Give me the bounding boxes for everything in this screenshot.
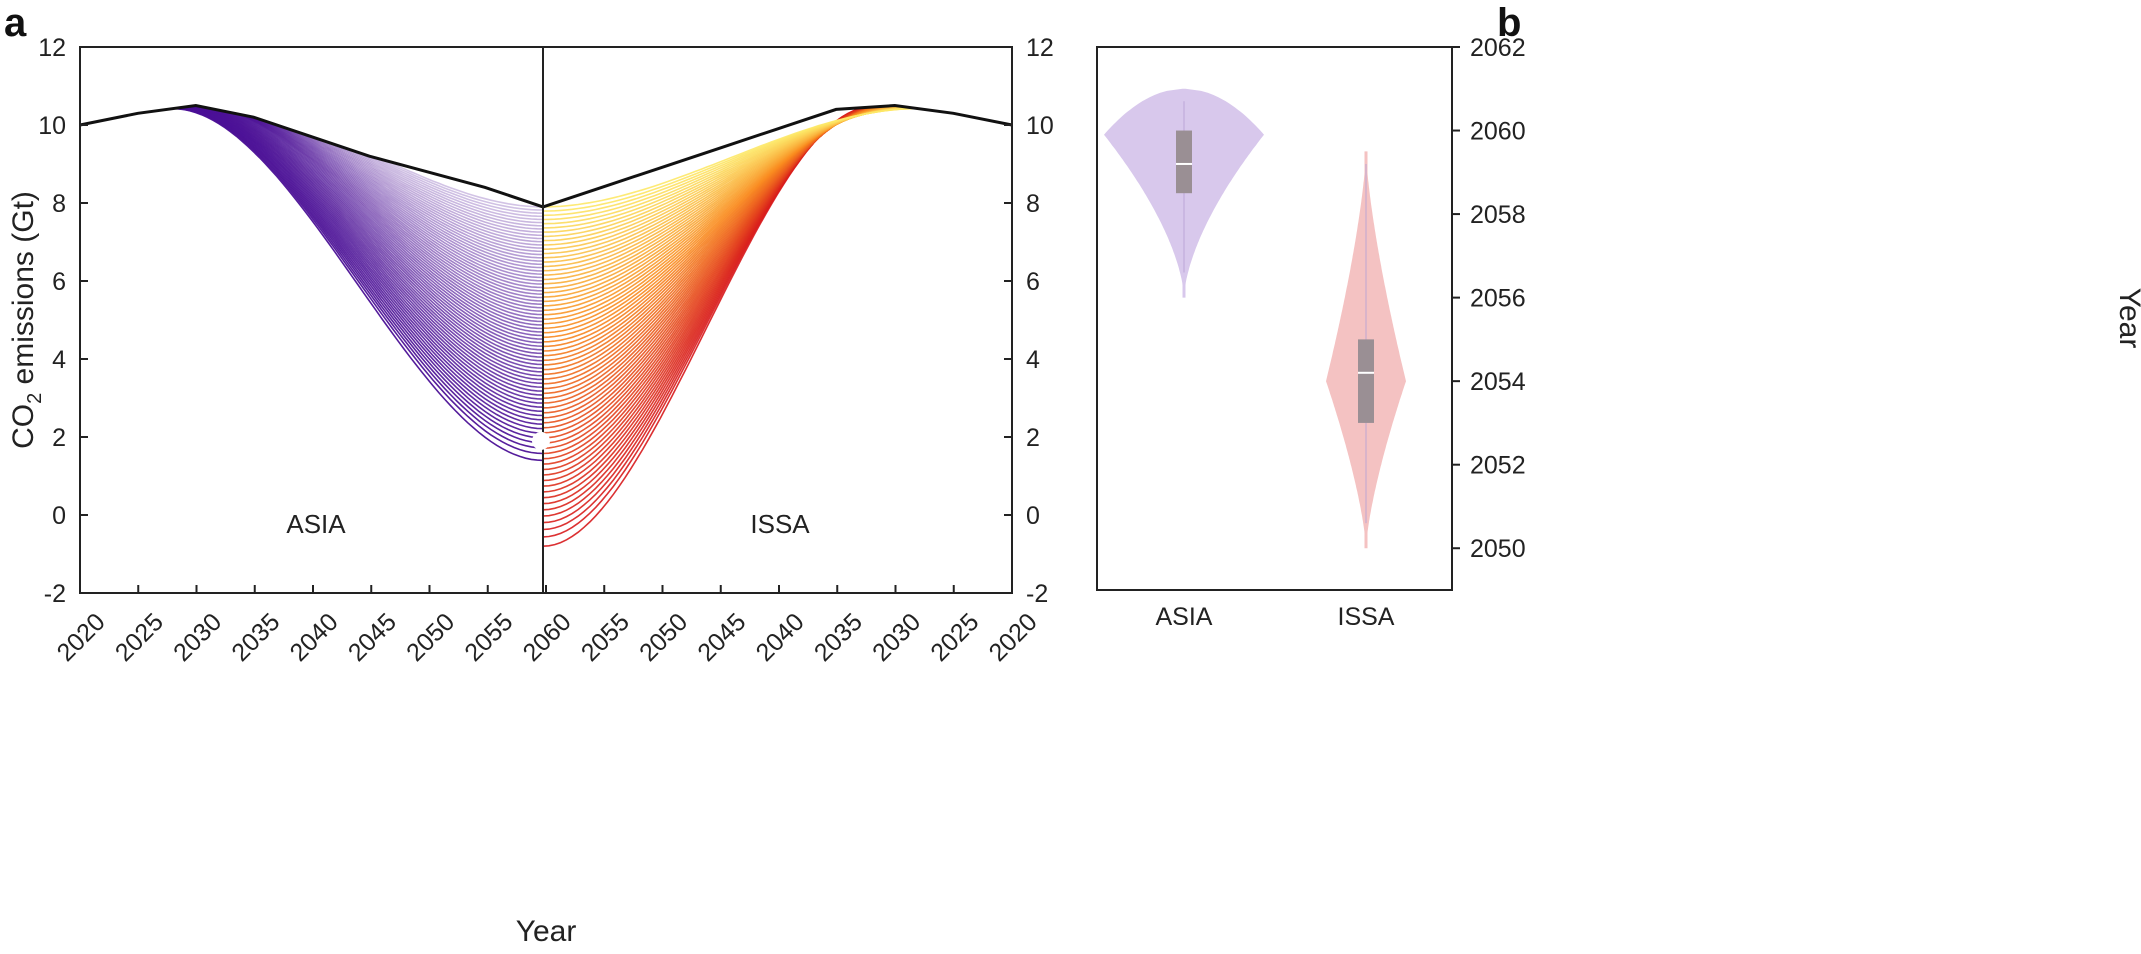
scenario-lines	[79, 104, 1013, 547]
y-tick-label: 2	[1026, 424, 1040, 452]
asia-baseline	[79, 103, 544, 209]
panel-b-frame	[1096, 46, 1453, 591]
y-tick-label: 10	[38, 112, 66, 140]
x-tick-label: 2055	[459, 608, 518, 667]
y-tick-label: 2056	[1470, 285, 1526, 313]
x-tick-label: 2050	[634, 608, 693, 667]
y-tick-label: 2062	[1470, 34, 1526, 62]
x-tick-label: 2045	[692, 608, 751, 667]
iqr-box	[1176, 130, 1192, 194]
y-tick-label: 12	[38, 34, 66, 62]
x-axis-title: Year	[516, 915, 577, 948]
y-tick-label: 2058	[1470, 201, 1526, 229]
x-tick-label: 2030	[168, 608, 227, 667]
iqr-box	[1358, 339, 1374, 423]
y-tick-label: 12	[1026, 34, 1054, 62]
x-tick-label: 2055	[576, 608, 635, 667]
x-tick-label: 2025	[110, 608, 169, 667]
issa-scenario-line	[542, 105, 1013, 316]
x-tick-label: 2035	[809, 608, 868, 667]
x-axis: ASIA ISSA	[1156, 603, 1395, 631]
x-tick-label: 2030	[867, 608, 926, 667]
y-tick-label: -2	[44, 580, 66, 608]
asia-region-label: ASIA	[286, 509, 346, 539]
panel-a-frame	[79, 46, 1013, 594]
violins	[1104, 88, 1406, 549]
issa-scenario-line	[542, 105, 1013, 303]
baseline-lines	[79, 103, 1013, 209]
x-tick-label: 2020	[52, 608, 111, 667]
x-tick-label: 2025	[925, 608, 984, 667]
x-category-label: ISSA	[1338, 603, 1395, 631]
y-tick-label: 10	[1026, 112, 1054, 140]
y-tick-label: 2060	[1470, 118, 1526, 146]
x-tick-label: 2020	[984, 608, 1043, 667]
highlight-marker	[532, 431, 550, 450]
x-tick-label: 2050	[401, 608, 460, 667]
y-axis-right: -2 0 2 4 6 8 10 12	[1004, 34, 1054, 608]
y-tick-label: 2	[52, 424, 66, 452]
y-tick-label: 4	[1026, 346, 1040, 374]
issa-baseline	[542, 103, 1013, 209]
x-tick-label: 2040	[285, 608, 344, 667]
x-category-label: ASIA	[1156, 603, 1213, 631]
x-tick-label: 2040	[751, 608, 810, 667]
y-tick-label: 2052	[1470, 452, 1526, 480]
issa-scenario-line	[542, 106, 1013, 294]
y-tick-label: 6	[52, 268, 66, 296]
y-tick-label: 2054	[1470, 368, 1526, 396]
x-tick-label: 2060	[518, 608, 577, 667]
y-tick-label: 0	[1026, 502, 1040, 530]
y-axis-left: -2 0 2 4 6 8 10 12	[38, 34, 88, 608]
y-tick-label: 0	[52, 502, 66, 530]
panel-a-label: a	[4, 1, 27, 45]
y-tick-label: 6	[1026, 268, 1040, 296]
x-tick-label: 2045	[343, 608, 402, 667]
y-tick-label: 2050	[1470, 535, 1526, 563]
x-axis: 2020 2025 2030 2035 2040 2045 2050 2055 2060 2055…	[52, 585, 1043, 667]
y-tick-label: -2	[1026, 580, 1048, 608]
panel-b-label: b	[1497, 1, 1521, 45]
y-tick-label: 4	[52, 346, 66, 374]
y-axis-right: 2050 2052 2054 2056 2058 2060 2062	[1452, 34, 1526, 563]
y-axis-title: CO2 emissions (Gt)	[7, 191, 46, 449]
issa-region-label: ISSA	[750, 509, 810, 539]
y-tick-label: 8	[52, 190, 66, 218]
x-tick-label: 2035	[226, 608, 285, 667]
y-tick-label: 8	[1026, 190, 1040, 218]
y-axis-title: Year	[2113, 288, 2141, 349]
